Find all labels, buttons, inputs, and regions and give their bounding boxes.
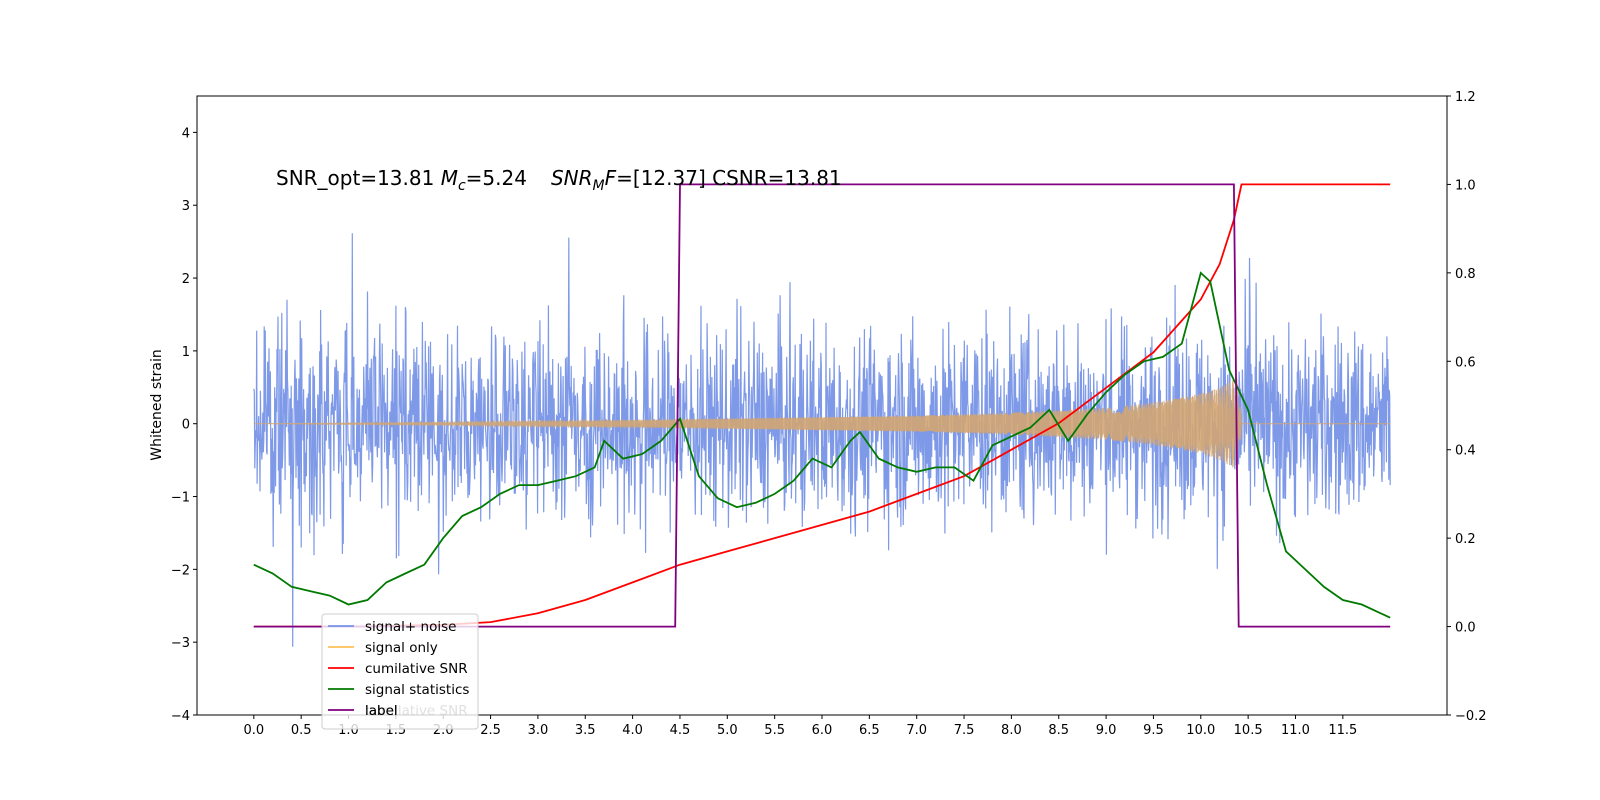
y-tick-label: −1	[171, 491, 190, 506]
x-tick-label: 4.0	[622, 723, 643, 738]
legend-label: cumilative SNR	[365, 661, 468, 677]
x-tick-label: 10.5	[1234, 723, 1263, 738]
x-tick-label: 10.0	[1186, 723, 1215, 738]
y-tick-label: 2	[182, 272, 190, 287]
legend-box	[321, 613, 479, 730]
y-tick-label: 4	[182, 126, 190, 141]
y-tick-label: 3	[182, 199, 190, 214]
x-tick-label: 6.5	[859, 723, 880, 738]
x-tick-label: 5.0	[717, 723, 738, 738]
snr-subscript: M	[593, 178, 605, 194]
y2-tick-label: 0.4	[1455, 444, 1476, 459]
x-tick-label: 2.5	[480, 723, 501, 738]
y2-tick-label: −0.2	[1455, 709, 1487, 724]
series-layer	[253, 183, 1391, 647]
y2-tick-label: 0.6	[1455, 355, 1476, 370]
x-tick-label: 9.0	[1096, 723, 1117, 738]
x-tick-label: 4.5	[670, 723, 691, 738]
y2-tick-label: 0.8	[1455, 267, 1476, 282]
legend-label: signal+ noise	[365, 619, 456, 635]
legend: signal+ noise signal only cumilative SNR si…	[321, 613, 479, 730]
mc-subscript: c	[458, 178, 466, 194]
snr-annotation: SNR_opt=13.81 Mc=5.24 SNRMF=[12.37] CSNR=…	[276, 166, 842, 194]
y-tick-label: −3	[171, 636, 190, 651]
mc-value: =5.24	[466, 166, 527, 190]
x-tick-label: 11.0	[1281, 723, 1310, 738]
series-signal-only	[253, 377, 1391, 470]
x-tick-label: 8.0	[1001, 723, 1022, 738]
series-signal-statistics	[253, 271, 1391, 619]
y2-tick-label: 1.0	[1455, 178, 1476, 193]
legend-label: label	[365, 703, 398, 719]
y-tick-label: −2	[171, 563, 190, 578]
x-tick-label: 9.5	[1143, 723, 1164, 738]
y-tick-label: 1	[182, 345, 190, 360]
y-tick-label: 0	[182, 418, 190, 433]
legend-label-top: label	[365, 703, 398, 719]
snr-symbol: SNR	[551, 166, 593, 190]
y2-tick-label: 1.2	[1455, 90, 1476, 105]
x-tick-label: 0.0	[243, 723, 264, 738]
x-tick-label: 0.5	[291, 723, 312, 738]
x-tick-label: 6.0	[812, 723, 833, 738]
x-tick-label: 7.5	[954, 723, 975, 738]
x-tick-label: 3.0	[528, 723, 549, 738]
legend-ghost-text: cumilative SNR	[365, 703, 468, 719]
x-tick-label: 8.5	[1048, 723, 1069, 738]
x-tick-label: 3.5	[575, 723, 596, 738]
snr-mf-value: =[12.37]	[616, 166, 706, 190]
legend-label: signal statistics	[365, 682, 469, 698]
legend-label: signal only	[365, 640, 438, 656]
series-label	[253, 183, 1391, 628]
y-tick-label: −4	[171, 709, 190, 724]
csnr-text: CSNR=13.81	[706, 166, 842, 190]
y2-tick-label: 0.2	[1455, 532, 1476, 547]
mc-symbol: M	[441, 166, 458, 190]
y2-tick-label: 0.0	[1455, 621, 1476, 636]
x-tick-label: 7.0	[906, 723, 927, 738]
snr-opt-text: SNR_opt=13.81	[276, 166, 441, 190]
x-tick-label: 5.5	[764, 723, 785, 738]
x-tick-label: 11.5	[1328, 723, 1357, 738]
snr-f: F	[605, 166, 617, 190]
y-axis-label: Whitened strain	[149, 349, 165, 460]
ticks-layer: 0.0 0.5 1.0 1.5 2.0 2.5 3.0 3.5 4.0 4.5 5.0 5.5 6.0 6…	[171, 90, 1487, 738]
